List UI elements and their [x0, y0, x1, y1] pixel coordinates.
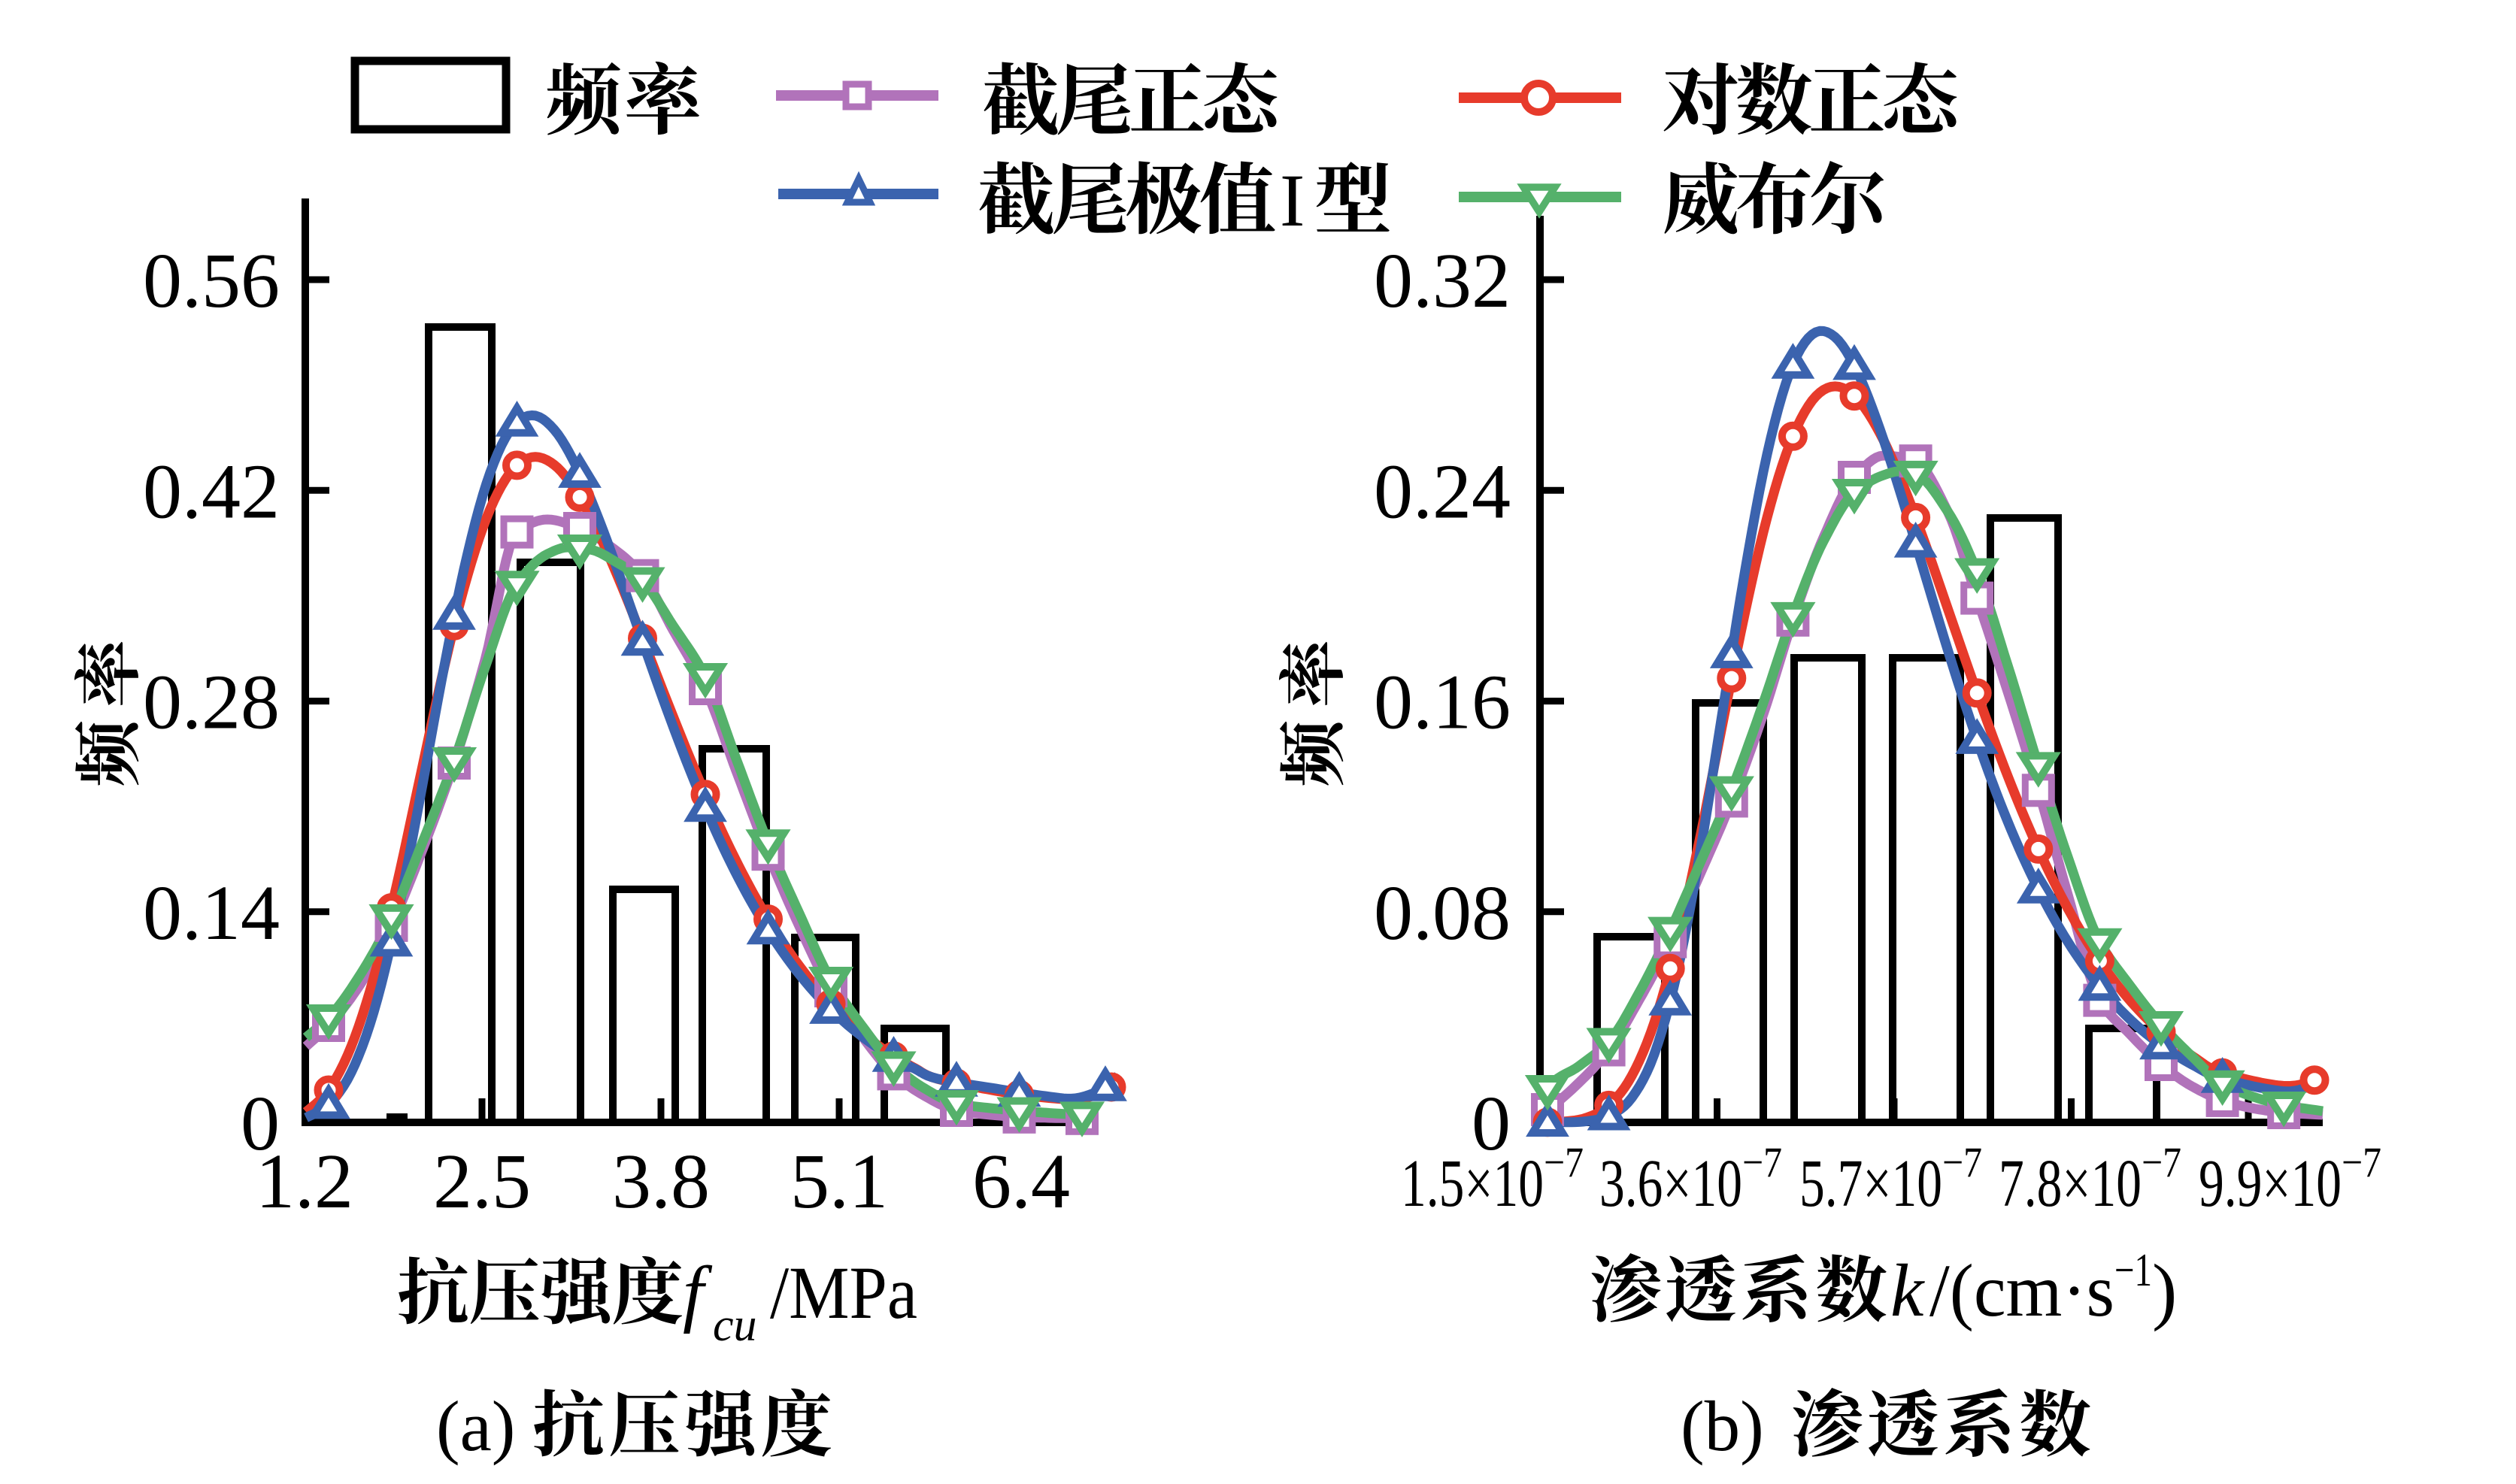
- svg-text:3.6×10−7: 3.6×10−7: [1599, 1139, 1782, 1221]
- svg-text:2.5: 2.5: [433, 1138, 531, 1225]
- svg-text:0.08: 0.08: [1374, 870, 1511, 956]
- svg-text:(a): (a): [436, 1386, 515, 1466]
- svg-text:5.7×10−7: 5.7×10−7: [1799, 1139, 1982, 1221]
- svg-text:0.28: 0.28: [143, 659, 280, 746]
- svg-text:0: 0: [241, 1080, 280, 1167]
- svg-text:0.42: 0.42: [143, 448, 280, 535]
- svg-text:/(cm·s−1): /(cm·s−1): [1929, 1245, 2177, 1332]
- svg-text:k: k: [1890, 1249, 1925, 1332]
- svg-text:I: I: [1280, 159, 1305, 242]
- svg-text:/MPa: /MPa: [770, 1251, 917, 1334]
- svg-text:1.5×10−7: 1.5×10−7: [1401, 1139, 1584, 1221]
- svg-text:0.14: 0.14: [143, 870, 280, 956]
- svg-text:0.32: 0.32: [1374, 238, 1511, 324]
- svg-text:0.56: 0.56: [143, 238, 280, 324]
- svg-text:6.4: 6.4: [972, 1138, 1070, 1225]
- svg-text:9.9×10−7: 9.9×10−7: [2199, 1139, 2381, 1221]
- svg-text:(b): (b): [1681, 1386, 1764, 1466]
- svg-text:0: 0: [1472, 1080, 1511, 1167]
- svg-text:5.1: 5.1: [790, 1138, 888, 1225]
- svg-text:1.2: 1.2: [256, 1138, 353, 1225]
- svg-text:0.24: 0.24: [1374, 448, 1511, 535]
- svg-text:cu: cu: [713, 1300, 757, 1351]
- svg-text:3.8: 3.8: [612, 1138, 710, 1225]
- svg-text:7.8×10−7: 7.8×10−7: [1999, 1139, 2181, 1221]
- svg-text:0.16: 0.16: [1374, 659, 1511, 746]
